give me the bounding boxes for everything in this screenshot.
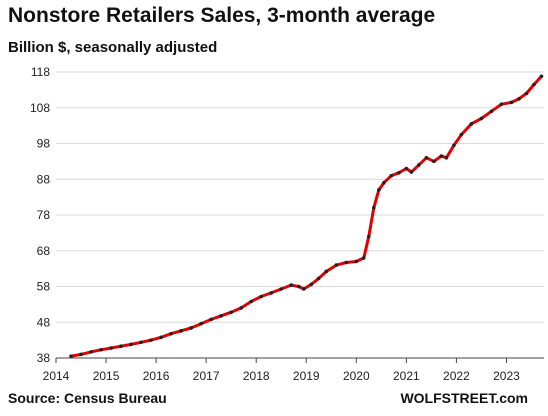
data-point [169, 331, 173, 336]
data-point [119, 344, 123, 349]
y-tick-label: 88 [37, 172, 51, 186]
data-point [469, 122, 474, 126]
data-point [539, 74, 544, 79]
data-point [219, 314, 223, 318]
y-tick-label: 118 [31, 65, 50, 79]
data-point [509, 100, 514, 105]
data-point [259, 294, 264, 299]
x-tick-label: 2020 [343, 369, 370, 383]
data-point [179, 329, 183, 333]
data-point [209, 317, 213, 322]
data-point [344, 260, 349, 265]
data-point [239, 306, 243, 310]
x-tick-label: 2016 [143, 369, 170, 383]
y-tick-label: 38 [37, 351, 51, 365]
data-point [382, 181, 386, 185]
data-point [417, 163, 421, 167]
chart-title: Nonstore Retailers Sales, 3-month averag… [8, 4, 436, 27]
data-point [79, 352, 83, 357]
data-point [409, 170, 414, 174]
x-tick-label: 2015 [93, 369, 120, 383]
x-tick-label: 2017 [193, 369, 220, 383]
data-point [69, 354, 73, 359]
x-tick-label: 2022 [443, 369, 470, 383]
y-tick-label: 68 [37, 244, 51, 258]
y-tick-label: 58 [37, 280, 51, 294]
data-point [324, 269, 329, 274]
data-point [309, 282, 314, 287]
x-tick-label: 2018 [243, 369, 270, 383]
data-point [499, 102, 504, 106]
data-point [432, 159, 436, 164]
data-point [334, 263, 339, 267]
data-point [316, 276, 321, 281]
data-point [189, 326, 193, 330]
y-tick-label: 48 [37, 315, 51, 329]
data-point [439, 154, 444, 158]
data-point [489, 109, 494, 114]
data-point [444, 156, 449, 160]
data-point [129, 342, 133, 347]
x-tick-label: 2014 [43, 369, 70, 383]
data-point [367, 234, 371, 239]
data-point [249, 299, 253, 304]
data-point [397, 171, 401, 175]
data-point [459, 132, 464, 137]
data-point [199, 321, 203, 326]
x-tick-label: 2019 [293, 369, 320, 383]
data-point [139, 340, 143, 345]
brand-watermark: WOLFSTREET.com [400, 390, 528, 406]
data-point [301, 287, 306, 291]
data-point [517, 97, 521, 101]
data-point [532, 82, 536, 87]
data-point [424, 156, 429, 160]
data-point [404, 166, 409, 171]
data-point [229, 310, 233, 315]
x-tick-label: 2021 [393, 369, 420, 383]
source-note: Source: Census Bureau [8, 390, 167, 406]
data-point [159, 335, 163, 340]
y-tick-label: 108 [30, 101, 50, 115]
data-point [524, 91, 529, 96]
data-point [89, 350, 93, 354]
data-point [149, 338, 153, 342]
data-point [269, 291, 274, 295]
data-point [354, 259, 359, 264]
data-point [372, 206, 376, 210]
y-tick-label: 98 [37, 137, 51, 151]
data-point [452, 143, 456, 148]
data-point [279, 287, 284, 291]
data-point [99, 347, 103, 352]
y-tick-label: 78 [37, 208, 51, 222]
data-point [362, 256, 366, 260]
x-tick-label: 2023 [493, 369, 520, 383]
data-point [109, 346, 113, 350]
data-point [296, 284, 301, 289]
data-point [479, 116, 484, 121]
data-point [377, 188, 381, 192]
chart-subtitle: Billion $, seasonally adjusted [8, 39, 218, 56]
data-point [389, 173, 394, 178]
data-point [289, 283, 294, 287]
series-line [69, 74, 543, 358]
